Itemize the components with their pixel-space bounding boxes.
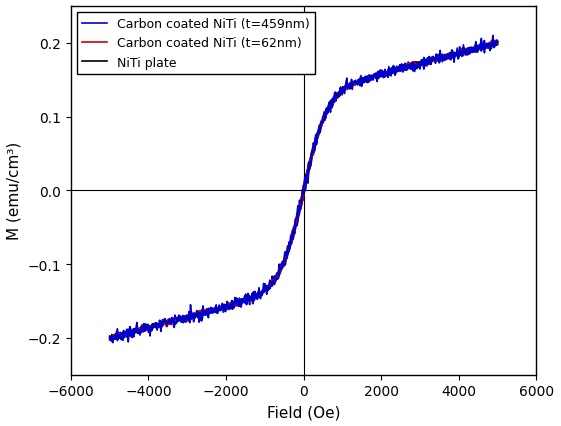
Carbon coated NiTi (t=459nm)	[276, 273, 283, 278]
Carbon coated NiTi (t=459nm)	[490, 34, 496, 39]
Carbon coated NiTi (t=459nm)	[262, 287, 269, 292]
NiTi plate	[186, 315, 192, 320]
Carbon coated NiTi (t=62nm)	[492, 39, 499, 44]
Carbon coated NiTi (t=459nm)	[348, 81, 355, 86]
NiTi plate	[494, 39, 500, 44]
Line: NiTi plate: NiTi plate	[109, 41, 498, 340]
Carbon coated NiTi (t=62nm)	[277, 272, 283, 277]
NiTi plate	[106, 335, 113, 340]
Carbon coated NiTi (t=62nm)	[448, 52, 455, 58]
Carbon coated NiTi (t=62nm)	[186, 311, 192, 317]
NiTi plate	[113, 337, 119, 342]
Carbon coated NiTi (t=62nm)	[106, 337, 113, 342]
Carbon coated NiTi (t=459nm)	[106, 336, 113, 341]
Carbon coated NiTi (t=459nm)	[449, 49, 456, 54]
Carbon coated NiTi (t=62nm)	[349, 83, 356, 88]
Carbon coated NiTi (t=62nm)	[263, 286, 269, 291]
Line: Carbon coated NiTi (t=459nm): Carbon coated NiTi (t=459nm)	[109, 36, 498, 343]
Carbon coated NiTi (t=459nm)	[109, 340, 116, 345]
Legend: Carbon coated NiTi (t=459nm), Carbon coated NiTi (t=62nm), NiTi plate: Carbon coated NiTi (t=459nm), Carbon coa…	[77, 13, 315, 75]
Carbon coated NiTi (t=62nm)	[106, 334, 113, 339]
Line: Carbon coated NiTi (t=62nm): Carbon coated NiTi (t=62nm)	[109, 41, 498, 339]
NiTi plate	[277, 269, 283, 274]
NiTi plate	[448, 53, 455, 58]
Carbon coated NiTi (t=62nm)	[420, 59, 427, 64]
NiTi plate	[106, 335, 113, 340]
NiTi plate	[263, 287, 269, 292]
Carbon coated NiTi (t=459nm)	[421, 57, 428, 62]
Y-axis label: M (emu/cm³): M (emu/cm³)	[7, 142, 22, 240]
NiTi plate	[349, 83, 356, 89]
Carbon coated NiTi (t=459nm)	[186, 311, 193, 316]
NiTi plate	[420, 61, 427, 66]
Carbon coated NiTi (t=459nm)	[106, 337, 113, 343]
X-axis label: Field (Oe): Field (Oe)	[267, 404, 341, 419]
